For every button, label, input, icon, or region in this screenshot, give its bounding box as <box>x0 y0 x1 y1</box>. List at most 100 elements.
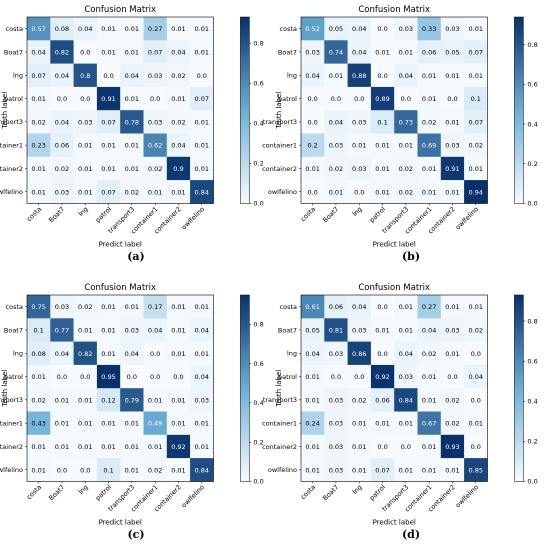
cell-value-label: 0.03 <box>195 396 209 404</box>
cell-value-label: 0.0 <box>127 373 137 381</box>
colorbar-tick-label: 0.2 <box>253 160 263 168</box>
cell-value-label: 0.01 <box>445 118 459 126</box>
heatmap-cell <box>394 458 418 482</box>
heatmap-cell <box>190 180 214 204</box>
heatmap-cell <box>27 295 51 319</box>
cell-value-label: 0.82 <box>55 48 69 56</box>
heatmap-cell <box>50 434 74 459</box>
cell-value-label: 0.92 <box>171 443 185 451</box>
cell-value-label: 0.03 <box>399 25 413 33</box>
cell-value-label: 0.07 <box>195 95 209 103</box>
heatmap-cell <box>301 318 325 342</box>
cell-value-label: 0.01 <box>399 142 413 150</box>
cell-value-label: 0.01 <box>375 188 389 196</box>
cell-value-label: 0.03 <box>352 165 366 173</box>
heatmap-cell <box>417 295 442 319</box>
cell-value-label: 0.84 <box>195 188 209 196</box>
heatmap-cell <box>96 110 121 134</box>
heatmap-cell <box>324 458 348 482</box>
cell-value-label: 0.02 <box>31 396 45 404</box>
heatmap-cell <box>394 110 418 134</box>
cell-value-label: 0.0 <box>57 95 67 103</box>
heatmap-cell <box>190 63 214 88</box>
y-tick-label: Boat7 <box>4 48 23 56</box>
cell-value-label: 0.03 <box>305 48 319 56</box>
heatmap-cell <box>440 295 465 319</box>
x-tick-label: owlfelino <box>180 483 206 509</box>
cell-value-label: 0.0 <box>354 373 364 381</box>
heatmap-cell <box>417 133 442 158</box>
cell-value-label: 0.01 <box>101 48 115 56</box>
colorbar-tick-label: 0.4 <box>253 399 263 407</box>
cell-value-label: 0.03 <box>148 72 162 80</box>
heatmap-cell <box>324 156 348 181</box>
heatmap-cell <box>50 388 74 412</box>
heatmap-cell <box>143 133 168 158</box>
heatmap-cell <box>394 156 418 181</box>
x-tick-label: patrol <box>368 205 387 224</box>
cell-value-label: 0.91 <box>445 165 459 173</box>
heatmap-cell <box>143 63 168 88</box>
heatmap-cell <box>143 156 168 181</box>
colorbar <box>514 294 524 482</box>
cell-value-label: 0.0 <box>377 25 387 33</box>
heatmap-cell <box>370 156 395 181</box>
cell-value-label: 0.01 <box>171 95 185 103</box>
cell-value-label: 0.0 <box>377 350 387 358</box>
colorbar-tick-label: 0.0 <box>527 478 537 486</box>
cell-value-label: 0.0 <box>80 48 90 56</box>
heatmap-cell <box>301 295 325 319</box>
y-tick-label: transport3 <box>263 396 297 404</box>
y-tick-label: owlfelino <box>0 188 23 196</box>
heatmap-cell <box>96 86 121 111</box>
cell-value-label: 0.03 <box>352 118 366 126</box>
cell-value-label: 0.23 <box>31 142 45 150</box>
heatmap-cell <box>96 40 121 64</box>
heatmap-cell <box>440 17 465 41</box>
heatmap-cell <box>394 86 418 111</box>
heatmap-cell <box>166 341 191 366</box>
cell-value-label: 0.02 <box>399 188 413 196</box>
cell-value-label: 0.04 <box>422 326 436 334</box>
heatmap-cell <box>73 156 98 181</box>
heatmap-cell <box>417 458 442 482</box>
heatmap-cell <box>464 180 488 204</box>
heatmap-cell <box>27 318 51 342</box>
heatmap-cell <box>324 434 348 459</box>
colorbar-tick-label: 0.4 <box>527 398 537 406</box>
heatmap-cell <box>347 40 372 64</box>
heatmap-cell <box>370 458 395 482</box>
heatmap-cell <box>440 458 465 482</box>
colorbar-tick-label: 0.4 <box>253 120 263 128</box>
cell-value-label: 0.82 <box>78 350 92 358</box>
heatmap-cell <box>50 17 74 41</box>
cell-value-label: 0.0 <box>377 443 387 451</box>
y-tick-label: costa <box>6 303 23 311</box>
cell-value-label: 0.01 <box>125 303 139 311</box>
cell-value-label: 0.04 <box>195 326 209 334</box>
cell-value-label: 0.07 <box>469 118 483 126</box>
cell-value-label: 0.07 <box>31 72 45 80</box>
heatmap-cell <box>394 17 418 41</box>
x-tick-label: lng <box>351 483 364 496</box>
heatmap-cell <box>27 17 51 41</box>
cell-value-label: 0.01 <box>101 303 115 311</box>
heatmap-cell <box>370 295 395 319</box>
heatmap-cell <box>143 110 168 134</box>
cell-value-label: 0.04 <box>31 48 45 56</box>
y-tick-label: Boat7 <box>278 326 297 334</box>
heatmap-cell <box>120 411 144 436</box>
cell-value-label: 0.01 <box>31 466 45 474</box>
x-tick-label: costa <box>299 483 317 501</box>
heatmap-cell <box>347 156 372 181</box>
x-tick-label: patrol <box>368 483 387 502</box>
cell-value-label: 0.01 <box>171 25 185 33</box>
cell-value-label: 0.0 <box>471 443 481 451</box>
heatmap-cell <box>166 133 191 158</box>
heatmap-cell <box>324 40 348 64</box>
x-tick-label: owlfelino <box>454 483 480 509</box>
y-tick-label: costa <box>280 303 297 311</box>
heatmap-cell <box>190 40 214 64</box>
heatmap-cell <box>120 110 144 134</box>
heatmap-cell <box>370 318 395 342</box>
